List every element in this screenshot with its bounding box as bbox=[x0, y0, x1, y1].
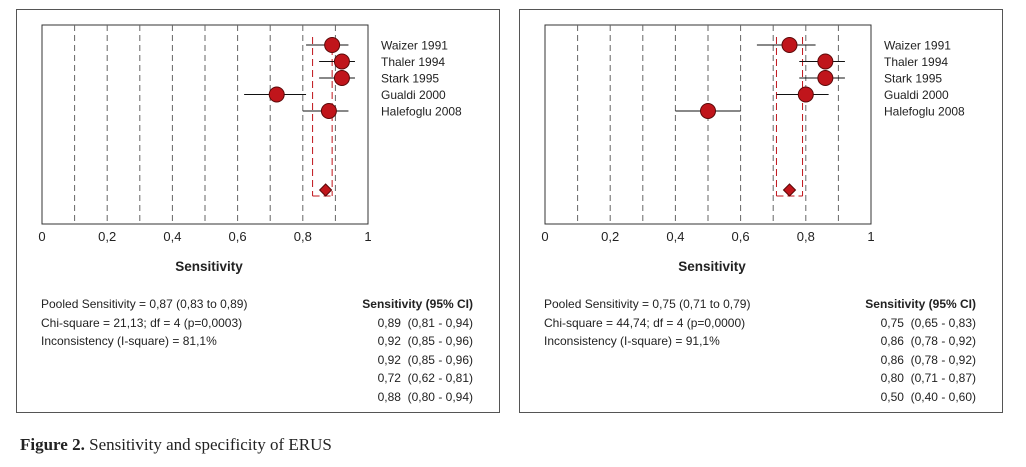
ci-table-left: Sensitivity (95% CI) 0,89 (0,81 - 0,94) … bbox=[362, 295, 473, 406]
study-label: Gualdi 2000 bbox=[381, 88, 446, 102]
point-estimate-marker bbox=[333, 70, 350, 86]
point-estimate-marker bbox=[700, 103, 716, 119]
x-tick-label: 0,6 bbox=[229, 229, 247, 244]
inconsistency-text: Inconsistency (I-square) = 81,1% bbox=[41, 334, 217, 348]
chi-square-text: Chi-square = 44,74; df = 4 (p=0,0000) bbox=[544, 315, 746, 330]
ci-row: 0,75 (0,65 - 0,83) bbox=[880, 315, 976, 330]
point-estimate-marker bbox=[781, 37, 798, 53]
point-estimate-marker bbox=[324, 37, 341, 53]
figure-caption: Figure 2. Sensitivity and specificity of… bbox=[20, 435, 332, 455]
study-label: Thaler 1994 bbox=[381, 55, 445, 69]
x-tick-label: 1 bbox=[867, 229, 874, 244]
study-label: Gualdi 2000 bbox=[884, 88, 949, 102]
study-label: Stark 1995 bbox=[381, 72, 439, 86]
ci-row: 0,50 (0,40 - 0,60) bbox=[880, 389, 976, 404]
study-label: Waizer 1991 bbox=[884, 39, 951, 53]
point-estimate-marker bbox=[817, 53, 834, 70]
ci-row: 0,92 (0,85 - 0,96) bbox=[377, 334, 473, 348]
point-estimate-marker bbox=[333, 53, 350, 70]
x-tick-label: 0 bbox=[38, 229, 45, 244]
ci-row: 0,86 (0,78 - 0,92) bbox=[880, 334, 976, 348]
x-tick-label: 0,2 bbox=[98, 229, 116, 244]
ci-row: 0,92 (0,85 - 0,96) bbox=[377, 352, 473, 367]
ci-row: 0,72 (0,62 - 0,81) bbox=[377, 371, 473, 385]
inconsistency-text: Inconsistency (I-square) = 91,1% bbox=[544, 334, 720, 348]
study-label: Thaler 1994 bbox=[884, 55, 948, 69]
ci-row: 0,89 (0,81 - 0,94) bbox=[377, 315, 473, 330]
pooled-diamond-marker bbox=[318, 183, 333, 197]
x-tick-label: 0,4 bbox=[163, 229, 181, 244]
forest-plot-right: 0 0,2 0,4 0,6 0,8 1 Sensitivity Waizer 1991 Thal… bbox=[541, 24, 965, 274]
point-estimate-marker bbox=[320, 103, 337, 119]
study-label: Halefoglu 2008 bbox=[381, 105, 462, 119]
point-estimate-marker bbox=[797, 86, 814, 103]
forest-plot-left: 0 0,2 0,4 0,6 0,8 1 Sensitivity Waizer 1991 Thal… bbox=[38, 24, 462, 274]
point-estimate-marker bbox=[268, 86, 285, 103]
ci-table-right: Sensitivity (95% CI) 0,75 (0,65 - 0,83) … bbox=[865, 295, 976, 406]
figure-caption-text: Sensitivity and specificity of ERUS bbox=[84, 435, 332, 454]
pooled-diamond-marker bbox=[782, 183, 797, 197]
ci-table-header: Sensitivity (95% CI) bbox=[362, 297, 473, 311]
point-estimate-marker bbox=[817, 70, 834, 86]
ci-table-header: Sensitivity (95% CI) bbox=[865, 297, 976, 311]
pooled-sensitivity-text: Pooled Sensitivity = 0,87 (0,83 to 0,89) bbox=[41, 297, 248, 311]
x-tick-label: 0,2 bbox=[601, 229, 619, 244]
x-tick-label: 0,6 bbox=[732, 229, 750, 244]
x-tick-label: 1 bbox=[364, 229, 371, 244]
x-axis-label: Sensitivity bbox=[678, 259, 746, 274]
x-tick-label: 0,8 bbox=[797, 229, 815, 244]
chi-square-text: Chi-square = 21,13; df = 4 (p=0,0003) bbox=[41, 315, 243, 330]
pooled-sensitivity-text: Pooled Sensitivity = 0,75 (0,71 to 0,79) bbox=[544, 297, 751, 311]
ci-row: 0,80 (0,71 - 0,87) bbox=[880, 371, 976, 385]
ci-row: 0,88 (0,80 - 0,94) bbox=[377, 389, 473, 404]
x-tick-label: 0,4 bbox=[666, 229, 684, 244]
study-label: Halefoglu 2008 bbox=[884, 105, 965, 119]
study-label: Stark 1995 bbox=[884, 72, 942, 86]
study-label: Waizer 1991 bbox=[381, 39, 448, 53]
forest-plot-panel-right: 0 0,2 0,4 0,6 0,8 1 Sensitivity Waizer 1991 Thal… bbox=[519, 9, 1003, 413]
figure-caption-label: Figure 2. bbox=[20, 435, 85, 454]
x-axis-label: Sensitivity bbox=[175, 259, 243, 274]
x-tick-label: 0,8 bbox=[294, 229, 312, 244]
plot-area-frame bbox=[41, 24, 369, 225]
forest-plot-panel-left: 0 0,2 0,4 0,6 0,8 1 Sensitivity Waizer 1991 Thal… bbox=[16, 9, 500, 413]
summary-stats-left: Pooled Sensitivity = 0,87 (0,83 to 0,89)… bbox=[41, 295, 247, 351]
summary-stats-right: Pooled Sensitivity = 0,75 (0,71 to 0,79)… bbox=[544, 295, 750, 351]
ci-row: 0,86 (0,78 - 0,92) bbox=[880, 352, 976, 367]
x-tick-label: 0 bbox=[541, 229, 548, 244]
